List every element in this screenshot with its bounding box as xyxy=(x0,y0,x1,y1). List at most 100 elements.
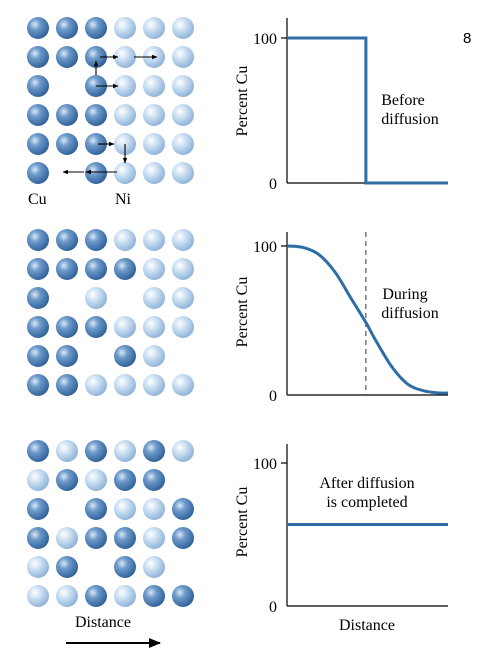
ni-label: Ni xyxy=(115,191,132,208)
lattice-after-diffusion xyxy=(27,440,194,607)
ni-atom xyxy=(143,258,165,280)
cu-atom xyxy=(27,498,49,520)
cu-atom xyxy=(172,585,194,607)
chart-after-diffusion: 100 0 Percent Cu After diffusion is comp… xyxy=(234,444,448,634)
ni-atom xyxy=(114,46,136,68)
cu-atom xyxy=(85,104,107,126)
cu-label: Cu xyxy=(28,191,47,208)
annotation-during-line2: diffusion xyxy=(381,305,438,322)
cu-atom xyxy=(27,46,49,68)
y-axis-label: Percent Cu xyxy=(234,487,251,558)
cu-atom xyxy=(56,229,78,251)
ni-atom xyxy=(114,585,136,607)
ni-atom xyxy=(172,75,194,97)
y-tick-label-0: 0 xyxy=(269,176,277,193)
cu-atom xyxy=(85,17,107,39)
annotation-after-line2: is completed xyxy=(326,494,407,511)
cu-atom xyxy=(27,527,49,549)
page-number: 8 xyxy=(463,30,472,47)
ni-atom xyxy=(143,229,165,251)
cu-atom xyxy=(114,527,136,549)
cu-atom xyxy=(56,374,78,396)
ni-atom xyxy=(143,17,165,39)
ni-atom xyxy=(85,469,107,491)
ni-atom xyxy=(56,440,78,462)
ni-atom xyxy=(27,585,49,607)
ni-atom xyxy=(114,229,136,251)
series-line-during xyxy=(286,244,449,395)
annotation-before-line1: Before xyxy=(381,92,425,109)
ni-atom xyxy=(143,556,165,578)
ni-atom xyxy=(172,17,194,39)
ni-atom xyxy=(85,374,107,396)
cu-atom xyxy=(56,469,78,491)
ni-atom xyxy=(143,374,165,396)
cu-atom xyxy=(27,17,49,39)
cu-atom xyxy=(27,258,49,280)
lattice-distance-label: Distance xyxy=(75,614,131,631)
cu-atom xyxy=(143,585,165,607)
ni-atom xyxy=(114,162,136,184)
x-axis-label: Distance xyxy=(339,617,395,634)
ni-atom xyxy=(114,75,136,97)
cu-atom xyxy=(85,316,107,338)
y-tick-label-0: 0 xyxy=(269,599,277,616)
ni-atom xyxy=(114,498,136,520)
cu-atom xyxy=(27,104,49,126)
cu-atom xyxy=(85,440,107,462)
chart-during-diffusion: 100 0 Percent Cu During diffusion xyxy=(234,232,449,405)
cu-atom xyxy=(27,287,49,309)
lattice-during-diffusion xyxy=(27,229,194,396)
cu-atom xyxy=(85,229,107,251)
ni-atom xyxy=(114,17,136,39)
annotation-after-line1: After diffusion xyxy=(319,475,414,492)
y-tick-label-100: 100 xyxy=(253,456,277,473)
ni-atom xyxy=(143,287,165,309)
ni-atom xyxy=(114,440,136,462)
diffusion-arrows xyxy=(62,54,158,175)
ni-atom xyxy=(143,133,165,155)
cu-atom xyxy=(85,46,107,68)
ni-atom xyxy=(143,498,165,520)
ni-atom xyxy=(114,374,136,396)
cu-atom xyxy=(27,374,49,396)
y-axis-label: Percent Cu xyxy=(234,277,251,348)
ni-atom xyxy=(172,287,194,309)
ni-atom xyxy=(172,229,194,251)
cu-atom xyxy=(85,585,107,607)
cu-atom xyxy=(143,440,165,462)
cu-atom xyxy=(56,345,78,367)
cu-atom xyxy=(114,258,136,280)
lattice-before-diffusion xyxy=(27,17,194,184)
ni-atom xyxy=(114,316,136,338)
cu-atom xyxy=(56,316,78,338)
cu-atom xyxy=(56,104,78,126)
annotation-during-line1: During xyxy=(382,286,427,303)
ni-atom xyxy=(143,104,165,126)
cu-atom xyxy=(56,17,78,39)
ni-atom xyxy=(172,316,194,338)
cu-atom xyxy=(114,556,136,578)
annotation-before-line2: diffusion xyxy=(381,111,438,128)
cu-atom xyxy=(172,527,194,549)
ni-atom xyxy=(27,469,49,491)
ni-atom xyxy=(56,585,78,607)
ni-atom xyxy=(143,162,165,184)
chart-before-diffusion: 100 0 Percent Cu Before diffusion xyxy=(234,18,448,193)
ni-atom xyxy=(172,46,194,68)
ni-atom xyxy=(172,133,194,155)
ni-atom xyxy=(114,104,136,126)
cu-atom xyxy=(27,345,49,367)
cu-atom xyxy=(27,229,49,251)
ni-atom xyxy=(85,287,107,309)
y-axis-label: Percent Cu xyxy=(234,66,251,137)
cu-atom xyxy=(85,162,107,184)
cu-atom xyxy=(85,258,107,280)
ni-atom xyxy=(143,316,165,338)
ni-atom xyxy=(172,440,194,462)
ni-atom xyxy=(172,104,194,126)
cu-atom xyxy=(27,133,49,155)
ni-atom xyxy=(143,527,165,549)
cu-atom xyxy=(27,75,49,97)
cu-atom xyxy=(27,162,49,184)
